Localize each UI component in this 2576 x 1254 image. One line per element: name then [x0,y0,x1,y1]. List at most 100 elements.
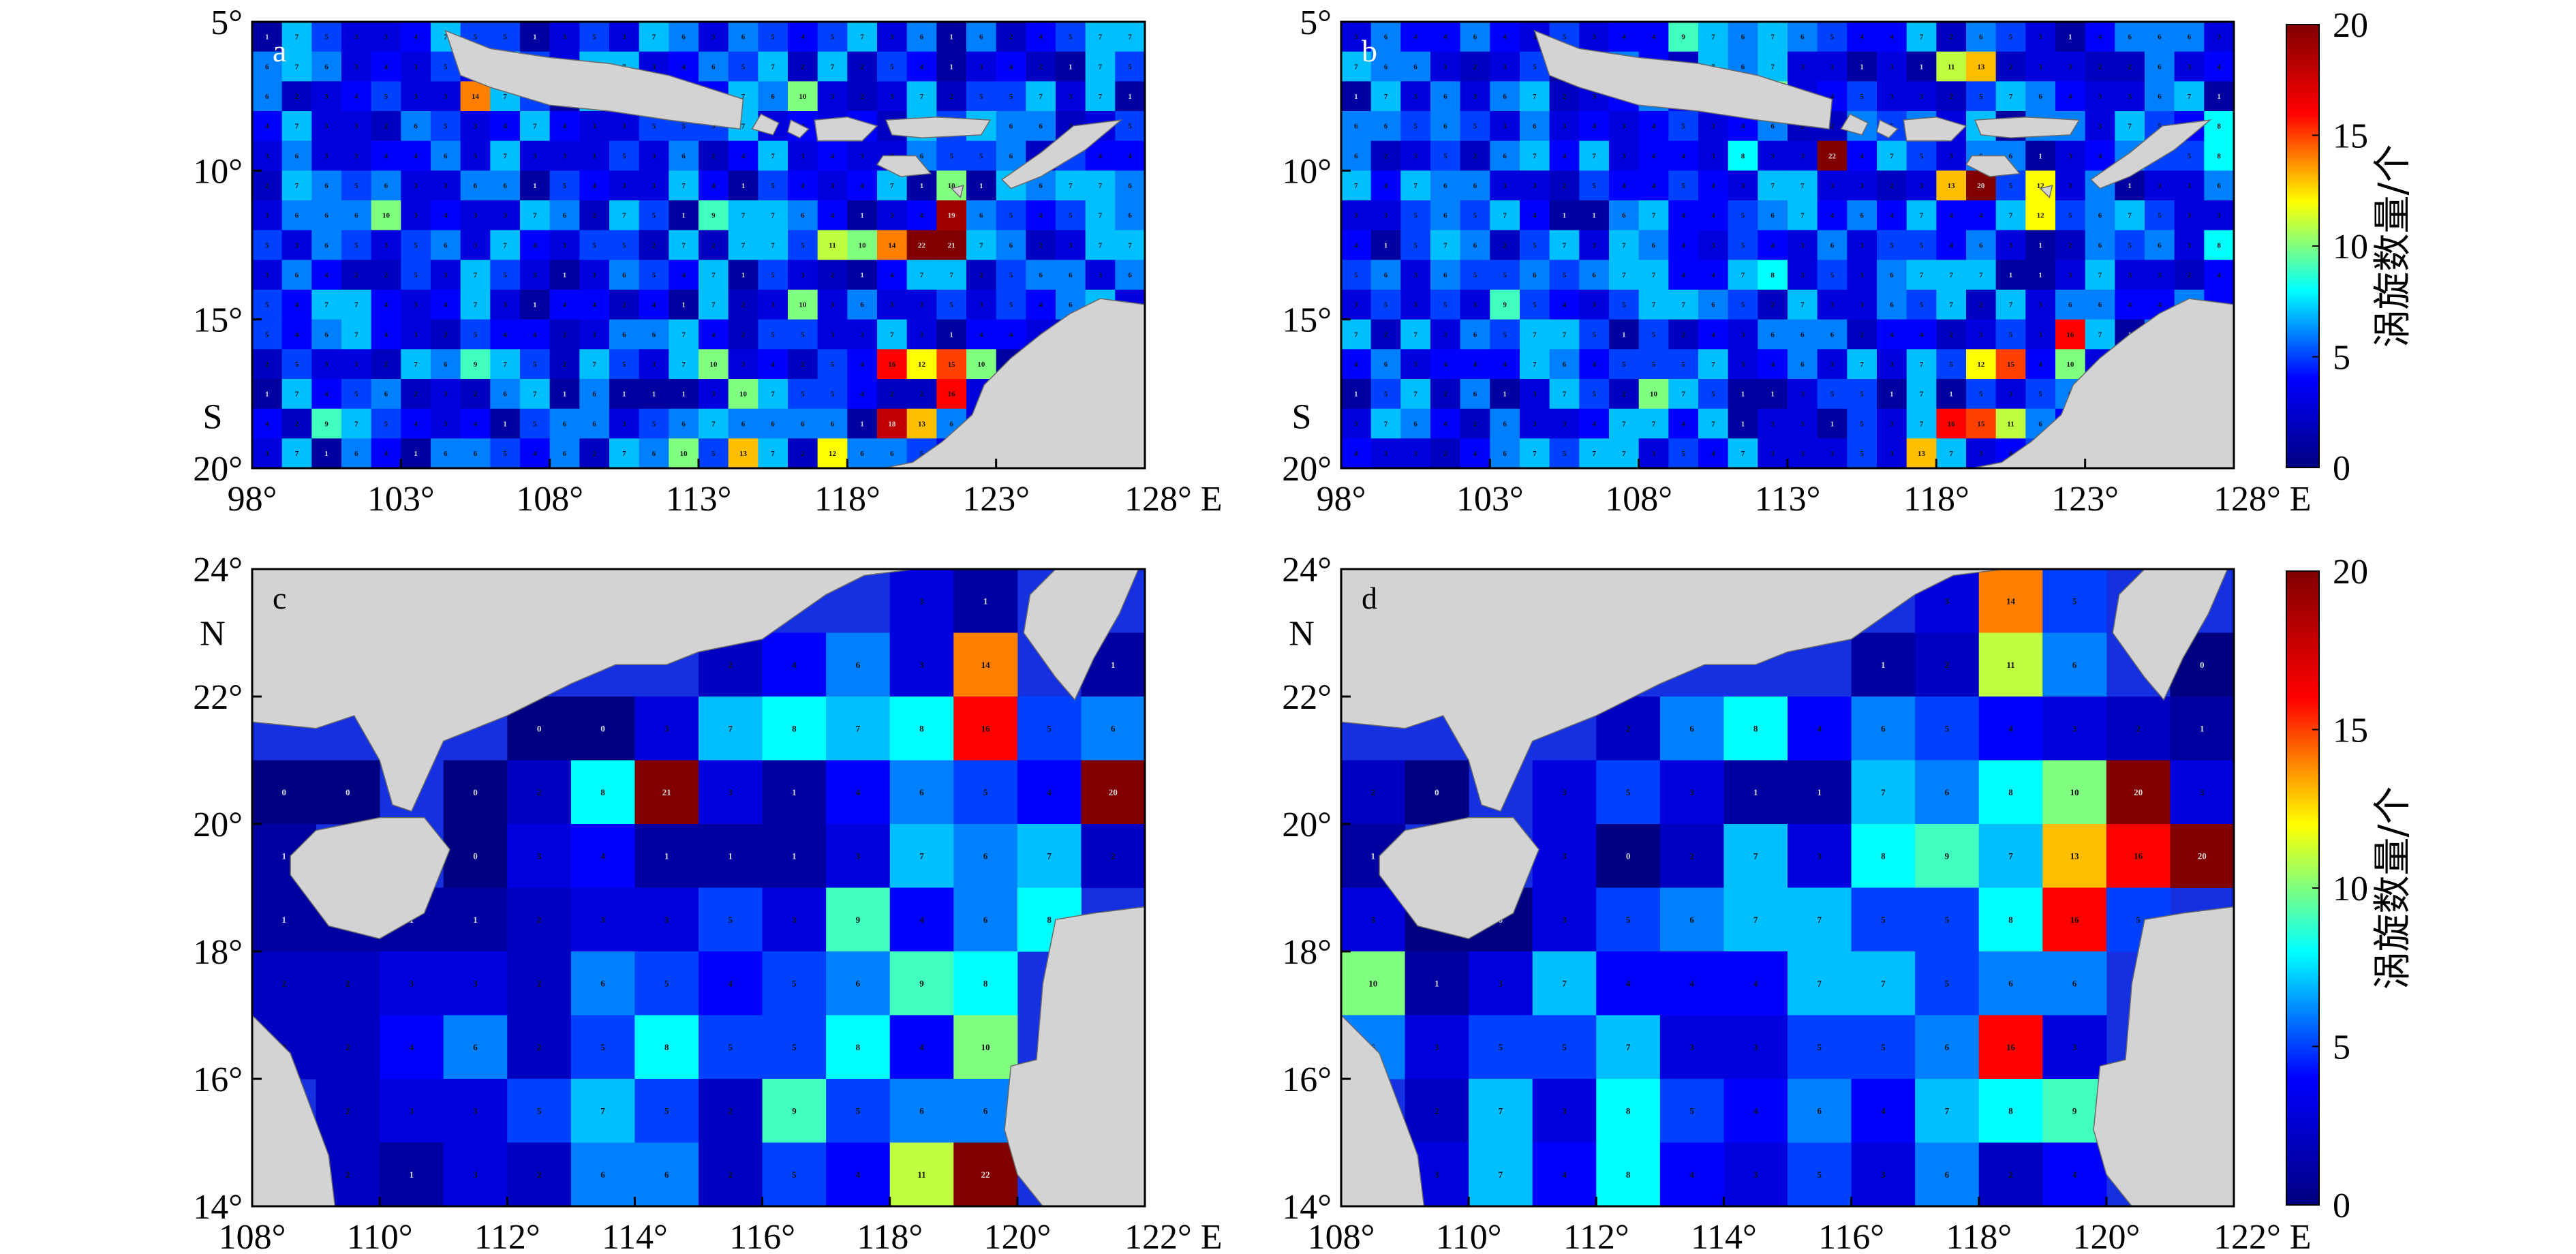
heatmap-cell [889,887,954,952]
cell-value-label: 3 [1800,63,1805,71]
cell-value-label: 3 [1920,93,1924,101]
cell-value-label: 5 [1533,241,1537,249]
cell-value-label: 3 [1890,63,1894,71]
panel-label: a [273,33,286,68]
cell-value-label: 5 [1443,152,1447,160]
cell-value-label: 1 [1741,420,1745,428]
cell-value-label: 10 [799,301,807,309]
heatmap-cell [1723,1015,1788,1080]
cell-value-label: 2 [2098,63,2102,71]
heatmap-cell [609,22,640,52]
cell-value-label: 1 [979,182,983,190]
heatmap-cell [1085,260,1116,290]
heatmap-cell [1995,51,2026,82]
heatmap-cell [1758,319,1788,350]
cell-value-label: 2 [537,1042,542,1052]
heatmap-cell [1659,887,1724,952]
heatmap-cell [817,22,848,52]
heatmap-cell [728,200,758,231]
heatmap-cell [906,81,937,112]
cell-value-label: 7 [1741,450,1745,458]
cell-value-label: 5 [664,978,669,988]
cell-value-label: 2 [652,241,656,249]
heatmap-cell [669,230,699,260]
heatmap-cell [1609,319,1640,350]
heatmap-cell [520,379,551,410]
cell-value-label: 3 [533,271,537,279]
cell-value-label: 3 [1563,420,1567,428]
cell-value-label: 5 [1681,450,1685,458]
cell-value-label: 4 [1354,450,1358,458]
heatmap-cell [758,438,788,469]
cell-value-label: 4 [1009,63,1013,71]
heatmap-cell [443,824,508,888]
cell-value-label: 16 [888,361,896,369]
heatmap-cell [906,22,937,52]
cell-value-label: 5 [1503,271,1507,279]
heatmap-cell [371,81,401,112]
heatmap-cell [758,170,788,201]
cell-value-label: 5 [1945,915,1950,925]
cell-value-label: 4 [1039,33,1043,42]
cell-value-label: 3 [920,301,924,309]
heatmap-cell [2025,349,2056,380]
heatmap-cell [699,200,729,231]
heatmap-cell [1081,697,1146,761]
cell-value-label: 2 [1443,450,1447,458]
heatmap-cell [877,51,908,82]
cell-value-label: 3 [444,391,448,399]
heatmap-cell [252,51,283,82]
heatmap-cell [1579,438,1610,469]
cell-value-label: 4 [2158,301,2162,309]
heatmap-cell [2025,51,2056,82]
cell-value-label: 6 [1443,93,1447,101]
heatmap-cell [1847,230,1877,260]
cell-value-label: 3 [622,33,626,42]
cell-value-label: 7 [1622,241,1626,249]
heatmap-cell [953,824,1018,888]
heatmap-cell [371,290,401,320]
heatmap-cell [2055,140,2086,171]
cell-value-label: 7 [920,271,924,279]
heatmap-cell [1851,1142,1916,1207]
heatmap-cell [1520,111,1550,142]
heatmap-cell [1490,22,1520,52]
cell-value-label: 4 [1890,331,1894,339]
heatmap-cell [758,379,788,410]
heatmap-cell [1668,170,1699,201]
land-shape [1876,119,1899,139]
cell-value-label: 7 [295,182,299,190]
cell-value-label: 6 [741,420,746,428]
heatmap-cell [634,887,699,952]
heatmap-cell [1788,51,1818,82]
cell-value-label: 15 [1977,420,1985,428]
heatmap-cell [1995,290,2026,320]
heatmap-cell [1430,260,1461,290]
cell-value-label: 8 [2008,915,2013,925]
heatmap-cell [570,1079,635,1143]
cell-value-label: 5 [1920,241,1924,249]
cell-value-label: 5 [533,361,537,369]
heatmap-cell [1758,290,1788,320]
cell-value-label: 3 [384,33,388,42]
cell-value-label: 7 [1800,301,1805,309]
cell-value-label: 3 [1860,271,1864,279]
heatmap-cell [1490,408,1520,439]
heatmap-cell [1966,260,1997,290]
cell-value-label: 4 [1890,33,1894,42]
cell-value-label: 3 [664,723,669,733]
panel-c: 3 12 4 6 3 14 10 0 3 7 8 7 8 16 5 60 0 0 2 8 21 3 1 4 6 5 4 201 0 3 4 1… [193,551,1222,1254]
heatmap-cell [728,349,758,380]
heatmap-cell [1668,230,1699,260]
cell-value-label: 2 [1473,63,1477,71]
heatmap-cell [2115,51,2145,82]
cell-value-label: 3 [265,271,269,279]
cell-value-label: 7 [474,301,478,309]
heatmap-cell [1115,81,1146,112]
heatmap-cell [2025,260,2056,290]
cell-value-label: 6 [1563,361,1567,369]
heatmap-cell [1400,140,1431,171]
heatmap-cell [2042,824,2107,888]
land-shape [1533,29,1833,130]
